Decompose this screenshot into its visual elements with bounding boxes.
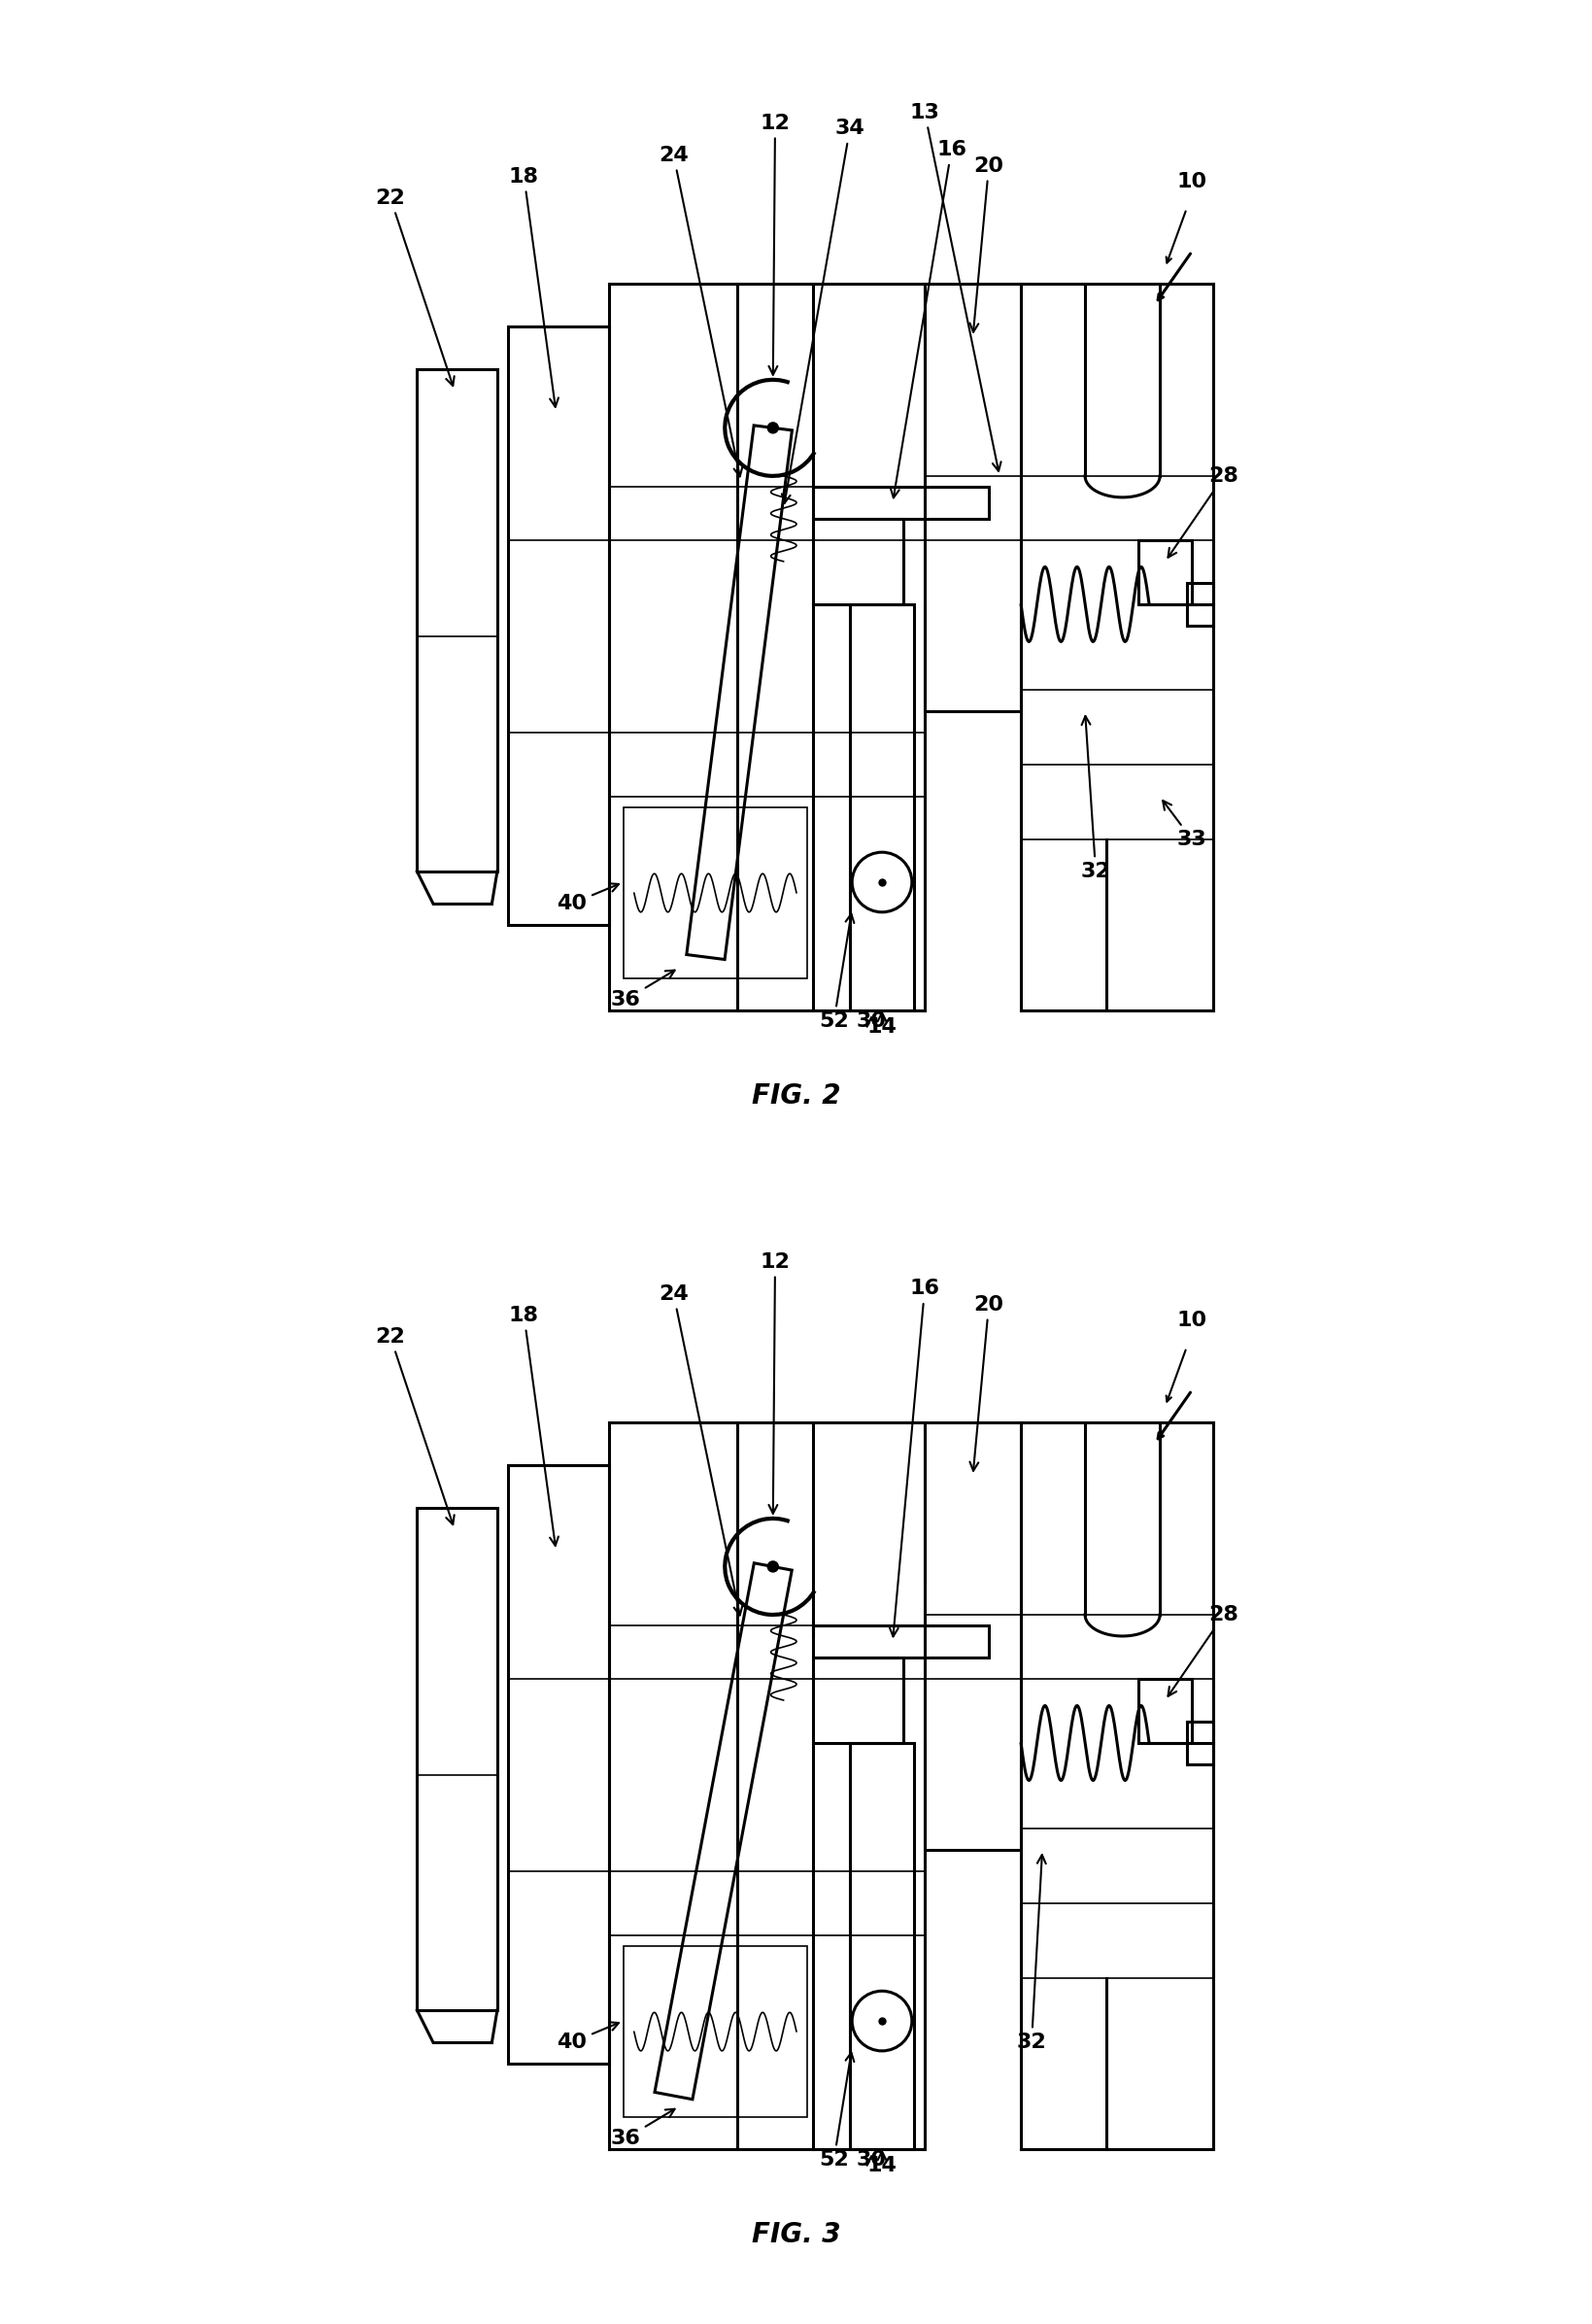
Bar bbox=[1138, 1678, 1191, 1743]
Text: 10: 10 bbox=[1176, 172, 1207, 191]
Text: 32: 32 bbox=[1079, 716, 1110, 881]
Text: 24: 24 bbox=[657, 146, 742, 476]
Bar bbox=[812, 1624, 989, 1657]
Text: 28: 28 bbox=[1167, 467, 1239, 558]
Text: 12: 12 bbox=[759, 1253, 790, 1513]
Bar bbox=[622, 1945, 807, 2117]
Text: 33: 33 bbox=[1162, 802, 1207, 848]
Text: 20: 20 bbox=[970, 156, 1003, 332]
Bar bbox=[508, 325, 610, 925]
Bar bbox=[925, 284, 1020, 711]
Bar bbox=[850, 1743, 914, 2150]
Text: 10: 10 bbox=[1176, 1311, 1207, 1329]
Text: 30: 30 bbox=[856, 2150, 885, 2171]
Bar bbox=[812, 518, 903, 604]
Text: 14: 14 bbox=[866, 2150, 896, 2175]
Text: 52: 52 bbox=[818, 913, 853, 1032]
Text: 30: 30 bbox=[856, 1011, 885, 1032]
Bar bbox=[508, 1464, 610, 2064]
Bar bbox=[812, 1657, 903, 1743]
Bar bbox=[1138, 539, 1191, 604]
Bar bbox=[1186, 583, 1213, 625]
Text: 22: 22 bbox=[376, 1327, 454, 1525]
Circle shape bbox=[767, 423, 778, 432]
Circle shape bbox=[767, 1562, 778, 1571]
Text: 14: 14 bbox=[866, 1011, 896, 1037]
Bar bbox=[417, 1508, 497, 2010]
Text: 12: 12 bbox=[759, 114, 790, 374]
Text: 52: 52 bbox=[818, 2052, 853, 2171]
Text: 13: 13 bbox=[909, 102, 1000, 472]
Text: 24: 24 bbox=[657, 1285, 742, 1615]
Text: 28: 28 bbox=[1167, 1606, 1239, 1697]
Text: 34: 34 bbox=[782, 119, 864, 502]
Text: 36: 36 bbox=[610, 969, 675, 1009]
Bar bbox=[850, 604, 914, 1011]
Text: 18: 18 bbox=[508, 1306, 559, 1545]
Bar bbox=[925, 1422, 1020, 1850]
Text: FIG. 3: FIG. 3 bbox=[751, 2222, 841, 2247]
Text: 16: 16 bbox=[890, 139, 966, 497]
Text: 40: 40 bbox=[557, 883, 618, 913]
Text: 16: 16 bbox=[888, 1278, 939, 1636]
Text: 32: 32 bbox=[1016, 1855, 1046, 2052]
Bar bbox=[622, 806, 807, 978]
Text: 40: 40 bbox=[557, 2022, 618, 2052]
Text: 18: 18 bbox=[508, 167, 559, 407]
Text: 22: 22 bbox=[376, 188, 454, 386]
Text: 36: 36 bbox=[610, 2108, 675, 2147]
Text: FIG. 2: FIG. 2 bbox=[751, 1083, 841, 1109]
Bar bbox=[1186, 1722, 1213, 1764]
Bar bbox=[417, 370, 497, 872]
Text: 20: 20 bbox=[970, 1294, 1003, 1471]
Bar bbox=[812, 486, 989, 518]
